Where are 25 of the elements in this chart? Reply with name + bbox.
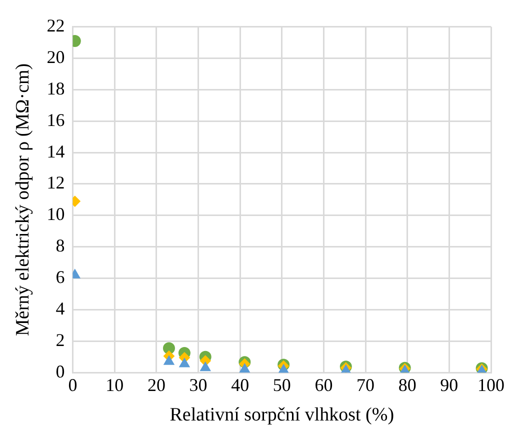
y-tick-label: 8 [56, 236, 65, 256]
y-tick-label: 12 [46, 172, 65, 193]
x-tick-label: 10 [106, 375, 124, 396]
x-tick-label: 70 [356, 375, 375, 396]
y-tick-label: 10 [46, 204, 65, 224]
y-tick-label: 6 [56, 267, 65, 288]
y-axis-title: Měrný elektrický odpor ρ (MΩ·cm) [12, 63, 34, 336]
x-tick-label: 0 [68, 375, 78, 396]
y-tick-label: 2 [56, 330, 65, 350]
y-tick-label: 20 [46, 46, 65, 67]
x-axis-title: Relativní sorpční vlhkost (%) [170, 404, 394, 426]
y-tick-label: 22 [46, 16, 65, 36]
y-tick-label: 16 [46, 110, 65, 130]
x-tick-label: 30 [189, 375, 208, 396]
y-tick-label: 0 [56, 361, 65, 382]
y-tick-label: 4 [56, 298, 65, 318]
x-tick-label: 80 [398, 375, 416, 396]
x-tick-label: 100 [478, 375, 504, 396]
x-tick-label: 20 [147, 375, 166, 396]
x-tick-label: 60 [314, 375, 333, 396]
x-tick-label: 90 [440, 375, 458, 396]
x-tick-label: 40 [231, 375, 250, 396]
x-tick-label: 50 [272, 375, 291, 396]
y-tick-label: 14 [46, 141, 65, 162]
y-tick-label: 18 [46, 78, 65, 98]
